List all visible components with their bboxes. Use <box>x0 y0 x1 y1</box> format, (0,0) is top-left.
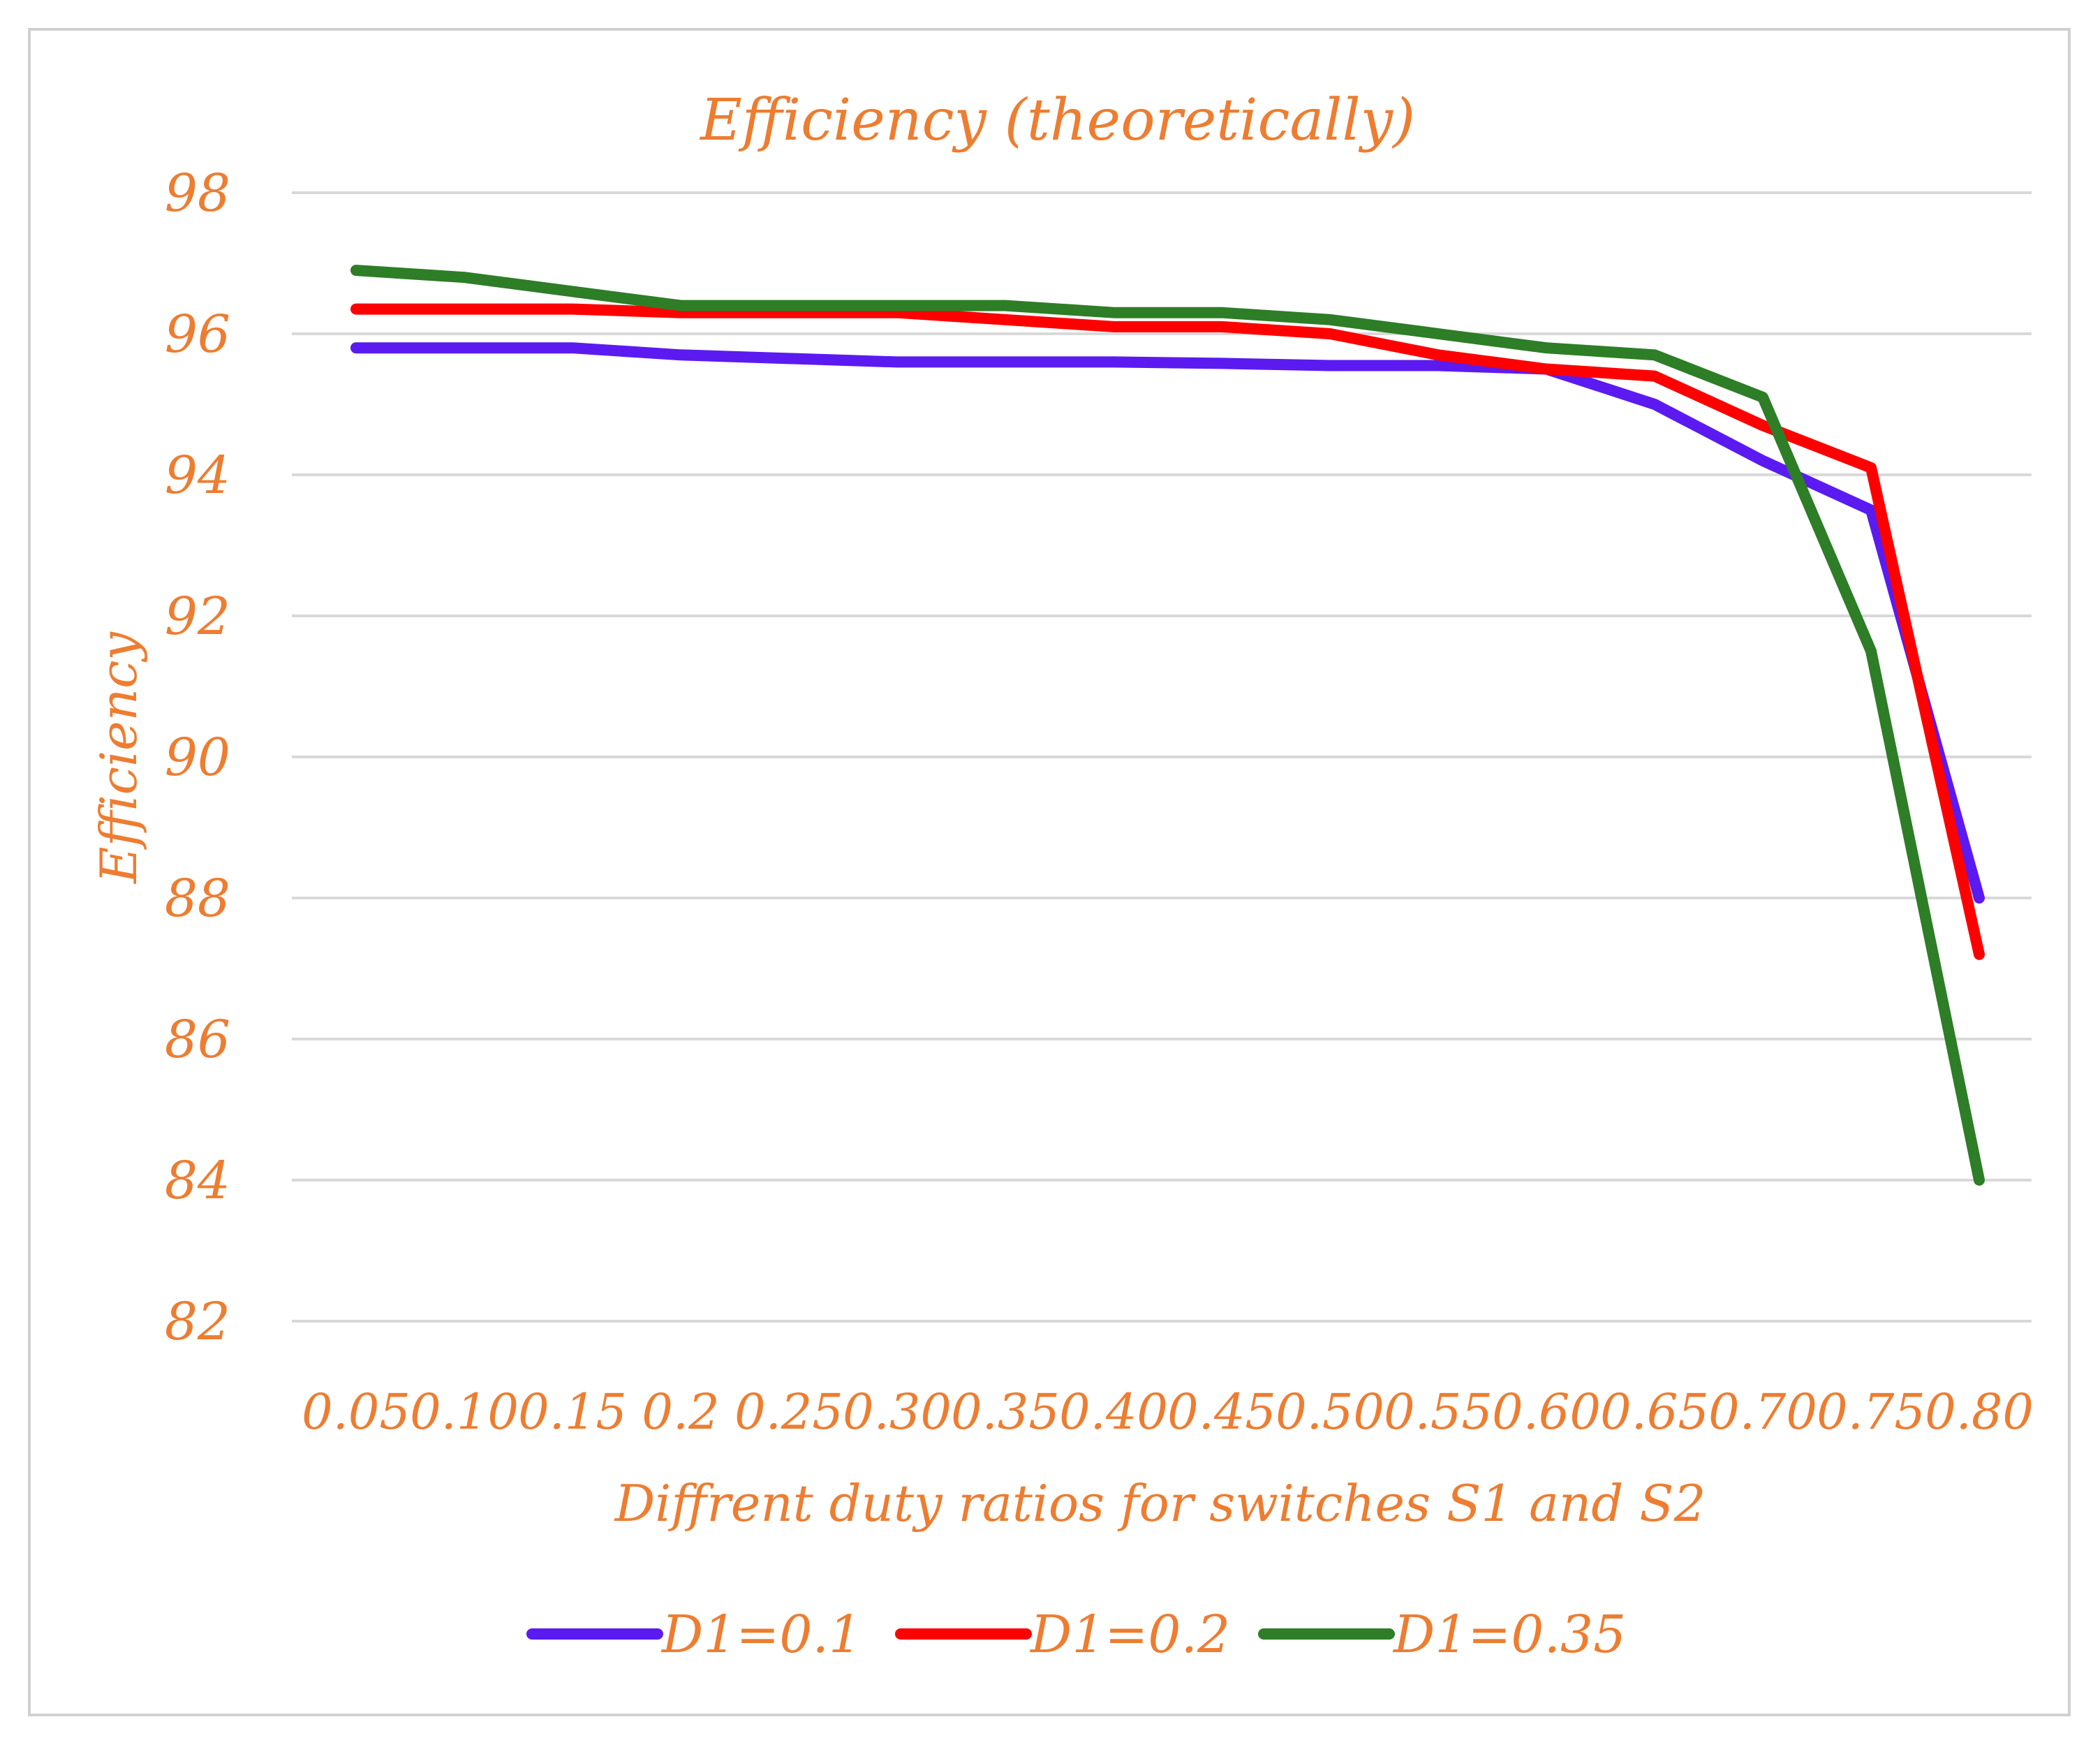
y-tick-label: 96 <box>165 304 230 365</box>
x-tick-label: 0.30 <box>843 1383 952 1441</box>
x-axis-ticks: 0.05 0.10 0.15 0.2 0.25 0.30 0.35 0.40 0.45 0.50 0… <box>302 1383 2034 1441</box>
x-tick-label: 0.55 <box>1384 1383 1493 1441</box>
x-tick-label: 0.70 <box>1708 1383 1817 1441</box>
y-tick-label: 98 <box>165 163 230 223</box>
y-tick-label: 84 <box>165 1151 230 1211</box>
x-tick-label: 0.25 <box>734 1383 843 1441</box>
series-line-D1=0.2 <box>350 303 1985 960</box>
legend: D1=0.1 D1=0.2 D1=0.35 <box>526 1605 1626 1665</box>
legend-label: D1=0.2 <box>1029 1605 1230 1665</box>
y-axis-ticks: 82 84 86 88 90 92 94 96 98 <box>165 163 230 1352</box>
legend-label: D1=0.35 <box>1392 1605 1626 1665</box>
x-tick-label: 0.05 <box>302 1383 411 1441</box>
y-tick-label: 88 <box>165 869 230 929</box>
x-tick-label: 0.15 <box>518 1383 627 1441</box>
series-line-D1=0.35 <box>350 265 1985 1186</box>
series-lines <box>350 265 1985 1186</box>
x-tick-label: 0.10 <box>410 1383 519 1441</box>
x-tick-label: 0.40 <box>1059 1383 1168 1441</box>
x-axis-label: Diffrent duty ratios for switches S1 and… <box>614 1474 1706 1533</box>
x-tick-label: 0.35 <box>951 1383 1060 1441</box>
x-tick-label: 0.75 <box>1817 1383 1925 1441</box>
x-tick-label: 0.50 <box>1275 1383 1384 1441</box>
y-tick-label: 82 <box>165 1292 230 1352</box>
x-tick-label: 0.80 <box>1925 1383 2034 1441</box>
y-tick-label: 92 <box>165 587 230 647</box>
y-tick-label: 90 <box>165 728 230 788</box>
x-tick-label: 0.65 <box>1600 1383 1709 1441</box>
chart-title: Efficiency (theoretically) <box>699 87 1415 154</box>
series-line-D1=0.1 <box>350 342 1985 904</box>
x-tick-label: 0.60 <box>1492 1383 1601 1441</box>
y-tick-label: 94 <box>165 446 230 506</box>
x-tick-label: 0.2 <box>642 1383 719 1441</box>
y-tick-label: 86 <box>165 1010 230 1070</box>
legend-label: D1=0.1 <box>660 1605 862 1665</box>
y-axis-label: Efficiency <box>89 631 148 885</box>
x-tick-label: 0.45 <box>1167 1383 1276 1441</box>
grid-lines <box>292 191 2032 1323</box>
